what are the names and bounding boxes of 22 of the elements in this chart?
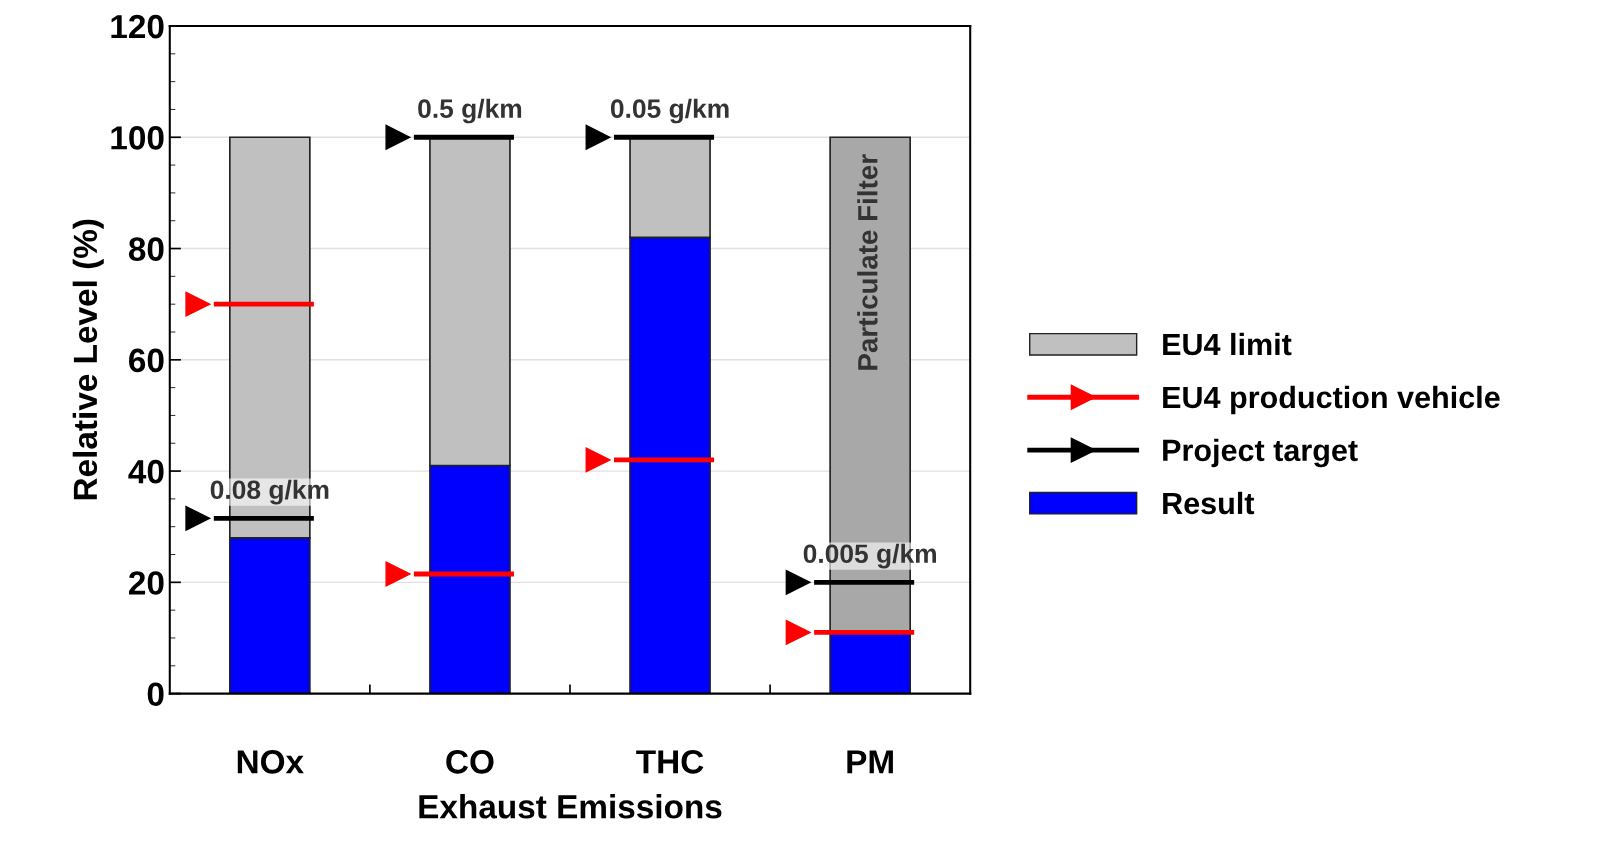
x-tick-label: CO xyxy=(446,750,494,774)
y-tick-label: 0 xyxy=(147,682,164,707)
y-tick-label: 40 xyxy=(128,459,164,484)
x-tick-label: PM xyxy=(847,750,893,774)
y-tick-label: 20 xyxy=(129,571,164,595)
annotation: Particulate Filter xyxy=(857,154,878,370)
x-axis-title: Exhaust Emissions xyxy=(419,794,722,819)
annotation: 0.5 g/km xyxy=(418,98,522,124)
y-tick-label: 60 xyxy=(129,348,164,373)
x-tick-label: THC xyxy=(636,750,704,774)
y-tick-label: 100 xyxy=(111,126,164,150)
annotation: 0.05 g/km xyxy=(610,98,729,124)
x-tick-label: NOx xyxy=(237,750,304,774)
y-tick-label: 120 xyxy=(111,14,164,39)
y-axis-title: Relative Level (%) xyxy=(72,219,104,500)
annotation: 0.005 g/km xyxy=(803,543,936,569)
y-tick-label: 80 xyxy=(128,237,164,261)
legend-label: EU4 limit xyxy=(1163,332,1292,356)
legend-label: Project target xyxy=(1163,438,1358,468)
legend-label: EU4 production vehicle xyxy=(1163,385,1500,415)
legend-label: Result xyxy=(1163,491,1255,515)
annotation: 0.08 g/km xyxy=(210,479,329,505)
